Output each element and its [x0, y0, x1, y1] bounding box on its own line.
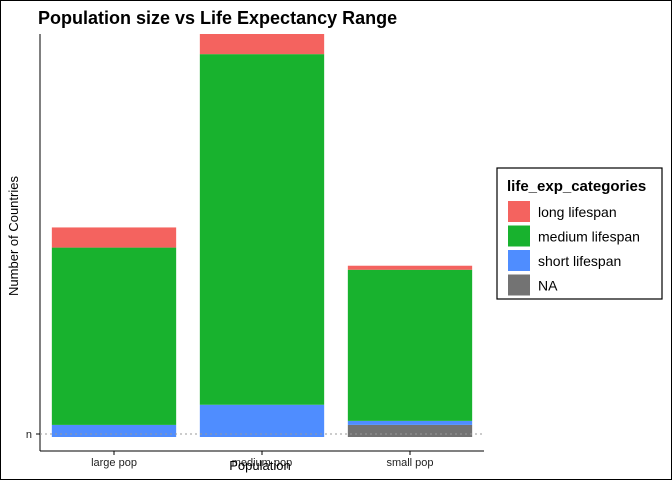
bar-large-pop-medium-lifespan: [51, 247, 177, 425]
bar-small-pop-short-lifespan: [347, 420, 473, 425]
bar-medium-pop-short-lifespan: [199, 404, 325, 437]
legend-swatch-short-lifespan: [508, 250, 530, 271]
bar-small-pop-na: [347, 424, 473, 437]
y-ticks: n: [26, 429, 40, 441]
chart-title: Population size vs Life Expectancy Range: [38, 8, 397, 28]
legend-items: long lifespan medium lifespan short lifesp…: [508, 201, 640, 296]
x-tick-label-small-pop: small pop: [386, 457, 433, 469]
legend-swatch-na: [508, 274, 530, 296]
bar-medium-pop-long-lifespan: [199, 34, 325, 55]
legend-swatch-medium-lifespan: [508, 225, 530, 247]
legend-swatch-long-lifespan: [508, 201, 530, 222]
x-tick-label-large-pop: large pop: [91, 457, 137, 469]
legend-label-short-lifespan: short lifespan: [538, 253, 621, 269]
bar-large-pop-short-lifespan: [51, 424, 177, 437]
legend: life_exp_categories long lifespan medium …: [496, 167, 663, 300]
bar-small-pop-long-lifespan: [347, 265, 473, 270]
legend-label-medium-lifespan: medium lifespan: [538, 229, 640, 245]
legend-label-na: NA: [538, 278, 558, 294]
legend-label-long-lifespan: long lifespan: [538, 204, 617, 220]
legend-title: life_exp_categories: [507, 178, 646, 195]
x-ticks: large pop medium pop small pop: [91, 451, 434, 469]
y-axis-title: Number of Countries: [6, 176, 21, 296]
x-tick-label-medium-pop: medium pop: [232, 457, 293, 469]
bar-large-pop-long-lifespan: [51, 227, 177, 248]
bar-medium-pop-medium-lifespan: [199, 54, 325, 405]
y-tick-label: n: [26, 429, 32, 441]
x-axis-title: Population: [229, 458, 290, 473]
bar-small-pop-medium-lifespan: [347, 269, 473, 421]
bar-group: [51, 34, 473, 437]
